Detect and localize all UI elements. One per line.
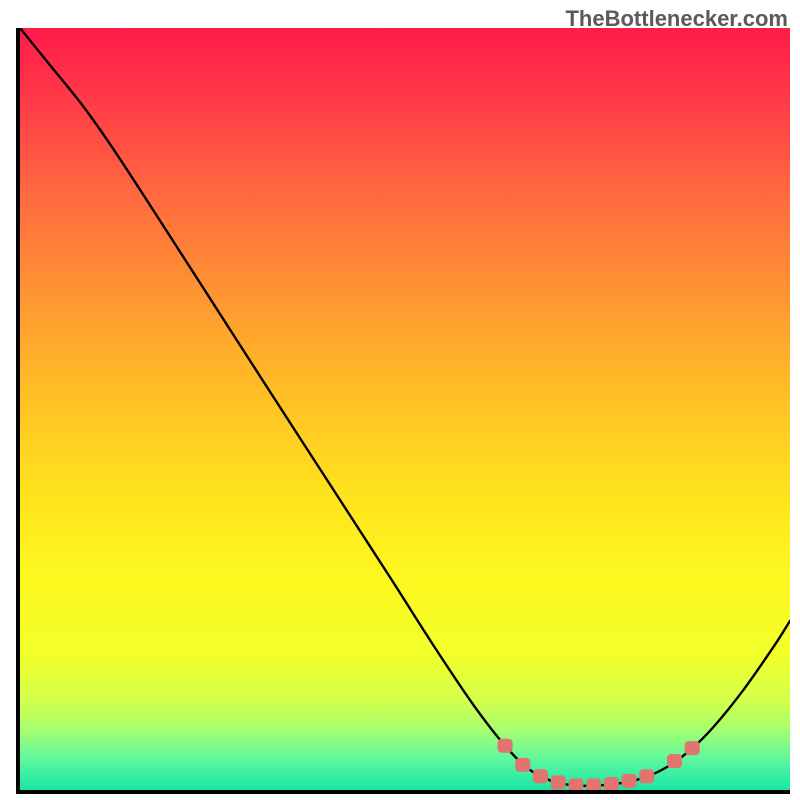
bottleneck-curve-path: [20, 28, 790, 786]
highlight-marker: [533, 769, 548, 783]
highlight-marker: [498, 739, 513, 753]
highlight-marker: [639, 769, 654, 783]
curve-layer: [20, 28, 790, 790]
bottleneck-chart: TheBottlenecker.com: [0, 0, 800, 800]
highlight-marker: [586, 778, 601, 790]
x-axis: [16, 790, 790, 794]
marker-group: [498, 739, 700, 790]
highlight-marker: [604, 777, 619, 790]
highlight-marker: [515, 758, 530, 772]
highlight-marker: [551, 775, 566, 789]
y-axis: [16, 28, 20, 794]
highlight-marker: [667, 754, 682, 768]
watermark-text: TheBottlenecker.com: [565, 6, 788, 32]
highlight-marker: [685, 741, 700, 755]
highlight-marker: [622, 774, 637, 788]
plot-area: [20, 28, 790, 790]
highlight-marker: [568, 778, 583, 790]
